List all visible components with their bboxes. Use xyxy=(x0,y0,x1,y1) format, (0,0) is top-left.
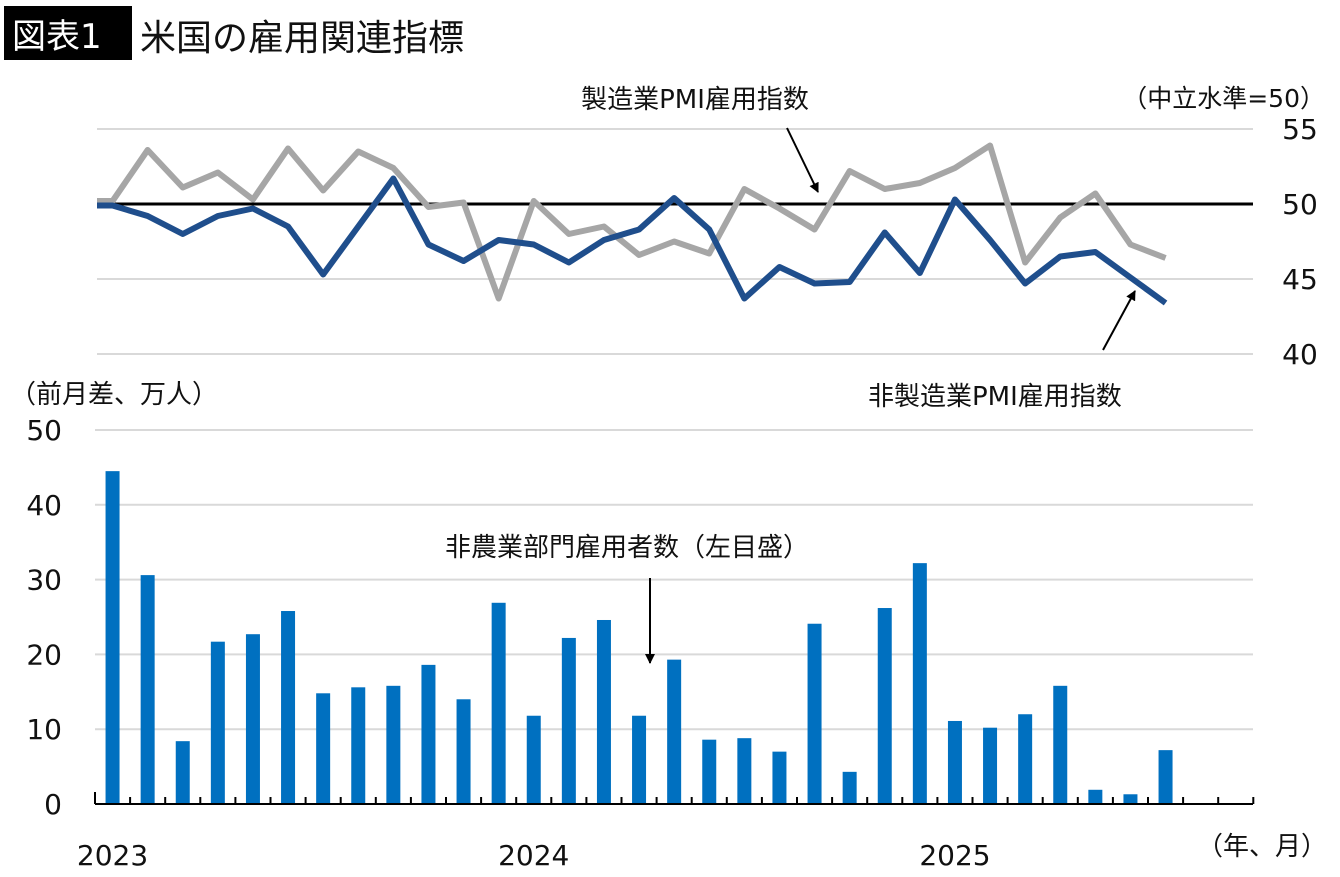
payrolls-bar xyxy=(667,659,682,804)
payrolls-bar xyxy=(947,720,962,804)
title-badge-text: 図表1 xyxy=(12,17,102,57)
pmi-lines xyxy=(97,142,1168,306)
payrolls-y-tick-label: 40 xyxy=(26,489,62,522)
pmi-y-tick-label: 55 xyxy=(1282,113,1318,146)
payrolls-bar xyxy=(842,771,857,804)
payrolls-bar xyxy=(632,715,647,804)
x-axis xyxy=(94,792,1255,805)
payrolls-y-tick-label: 30 xyxy=(26,564,62,597)
manufacturing-series-label: 製造業PMI雇用指数 xyxy=(581,85,809,115)
payrolls-bar xyxy=(210,641,225,804)
payrolls-bar xyxy=(281,611,296,804)
payrolls-bar xyxy=(140,575,155,804)
payrolls-series-label: 非農業部門雇用者数（左目盛） xyxy=(445,533,809,563)
title-badge xyxy=(4,6,132,60)
pmi-gridlines xyxy=(97,128,1253,355)
payrolls-bar xyxy=(351,687,366,804)
non-manufacturing-arrow xyxy=(1102,290,1136,351)
payrolls-y-axis: 50 40 30 20 10 0 xyxy=(26,414,62,821)
payrolls-bar xyxy=(526,715,541,804)
payrolls-bar xyxy=(877,608,892,804)
payrolls-bar xyxy=(1158,750,1173,804)
payrolls-y-tick-label: 50 xyxy=(26,414,62,447)
x-axis-labels: 2023 2024 2025 xyxy=(77,839,991,872)
x-tick-label-year: 2024 xyxy=(498,839,569,872)
payrolls-y-tick-label: 20 xyxy=(26,638,62,671)
chart-title: 米国の雇用関連指標 xyxy=(140,18,464,59)
payrolls-bar xyxy=(1123,794,1138,804)
payrolls-bar xyxy=(1053,685,1068,804)
payrolls-bar xyxy=(105,471,120,804)
payrolls-bars xyxy=(105,471,1173,804)
payrolls-bar xyxy=(245,634,260,804)
payrolls-bar xyxy=(175,741,190,804)
pmi-y-tick-label: 50 xyxy=(1282,188,1318,221)
payrolls-bar xyxy=(561,637,576,804)
payrolls-bar xyxy=(1088,789,1103,804)
non-manufacturing-series-label: 非製造業PMI雇用指数 xyxy=(868,382,1122,412)
payrolls-bar xyxy=(386,685,401,804)
pmi-y-tick-label: 45 xyxy=(1282,263,1318,296)
payrolls-bar xyxy=(912,563,927,804)
payrolls-bar xyxy=(807,623,822,804)
payrolls-bar xyxy=(702,739,717,804)
pmi-unit-label: （中立水準=50） xyxy=(1122,84,1325,113)
payrolls-y-tick-label: 0 xyxy=(44,788,62,821)
payrolls-y-tick-label: 10 xyxy=(26,713,62,746)
x-axis-unit-label: （年、月） xyxy=(1197,832,1327,862)
payrolls-bar xyxy=(596,619,611,804)
payrolls-bar xyxy=(421,664,436,804)
x-tick-label-year: 2025 xyxy=(919,839,990,872)
pmi-y-axis: 55 50 45 40 xyxy=(1282,113,1318,371)
manufacturing-pmi-line xyxy=(97,142,1167,302)
payrolls-bar xyxy=(737,738,752,804)
payrolls-bar xyxy=(491,602,506,804)
payrolls-bar xyxy=(983,727,998,804)
pmi-y-tick-label: 40 xyxy=(1282,338,1318,371)
payrolls-bar xyxy=(1018,714,1033,804)
payrolls-bar xyxy=(316,693,331,804)
manufacturing-arrow xyxy=(786,127,819,193)
payrolls-unit-label: （前月差、万人） xyxy=(10,380,218,410)
payrolls-bar xyxy=(772,751,787,804)
payrolls-bar xyxy=(456,699,471,804)
non-manufacturing-pmi-line xyxy=(97,175,1168,306)
x-tick-label-year: 2023 xyxy=(77,839,148,872)
